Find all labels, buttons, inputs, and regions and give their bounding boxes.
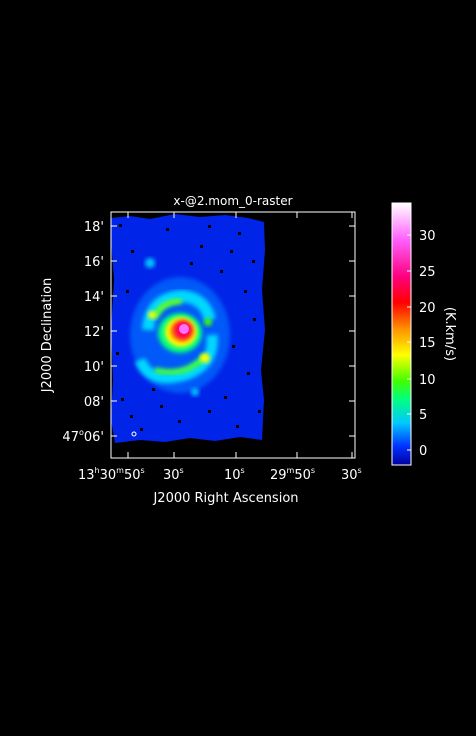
colorbar-tick-label: 30 — [419, 229, 436, 244]
ra-tick-label: 30s — [163, 466, 184, 483]
dec-tick-label: 08' — [84, 395, 104, 410]
ra-tick-labels: 13h30m50s 30s 10s 29m50s 30s — [78, 466, 362, 483]
dec-tick-label: 18' — [84, 220, 104, 235]
colorbar: 30 25 20 15 10 5 0 (K.km/s) — [391, 202, 457, 466]
colorbar-tick-label: 0 — [419, 444, 427, 459]
ra-tick-label: 10s — [224, 466, 245, 483]
dec-tick-label: 47o06' — [62, 428, 104, 445]
colorbar-gradient — [391, 202, 412, 466]
dec-tick-label: 16' — [84, 255, 104, 270]
dec-tick-label: 14' — [84, 290, 104, 305]
colorbar-unit-label: (K.km/s) — [442, 307, 457, 361]
plot-title: x-@2.mom_0-raster — [173, 194, 292, 208]
dec-tick-label: 12' — [84, 325, 104, 340]
y-axis-label: J2000 Declination — [40, 278, 55, 394]
colorbar-tick-label: 25 — [419, 265, 436, 280]
ra-tick-label: 29m50s — [270, 466, 315, 483]
map-noise-speckles — [116, 224, 261, 431]
dec-tick-labels: 18' 16' 14' 12' 10' 08' 47o06' — [62, 220, 104, 445]
colorbar-tick-label: 15 — [419, 336, 436, 351]
colorbar-tick-label: 20 — [419, 301, 436, 316]
x-axis-label: J2000 Right Ascension — [152, 491, 298, 506]
colorbar-tick-label: 10 — [419, 373, 436, 388]
axis-ticks — [111, 212, 355, 458]
galaxy-emission — [130, 258, 230, 396]
moment-map-raster[interactable] — [111, 214, 265, 443]
dec-tick-label: 10' — [84, 360, 104, 375]
ra-tick-label: 30s — [341, 466, 362, 483]
beam-marker — [131, 431, 137, 437]
colorbar-tick-label: 5 — [419, 408, 427, 423]
map-frame — [110, 211, 356, 459]
ra-tick-label: 13h30m50s — [78, 466, 145, 483]
